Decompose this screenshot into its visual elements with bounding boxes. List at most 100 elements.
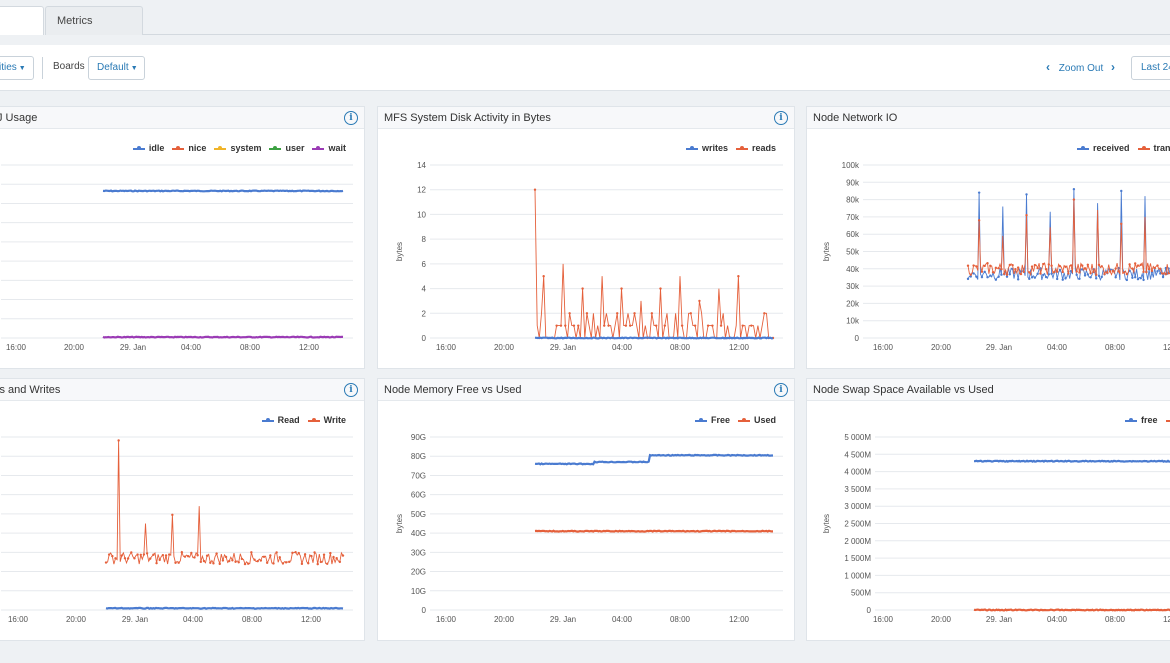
data-point <box>104 561 108 564</box>
legend-label: wait <box>328 143 346 153</box>
legend-item[interactable]: Write <box>307 415 346 425</box>
legend-item[interactable]: received <box>1077 143 1130 153</box>
legend-item[interactable]: free <box>1125 415 1158 425</box>
y-tick-label: 40k <box>846 265 860 274</box>
legend-item[interactable]: idle <box>132 143 164 153</box>
y-tick-label: 10G <box>411 587 426 596</box>
data-point <box>215 552 218 555</box>
info-icon[interactable]: i <box>344 383 358 397</box>
data-point <box>1016 278 1020 281</box>
data-point <box>250 551 253 554</box>
data-point <box>1053 270 1056 274</box>
data-point <box>966 277 970 281</box>
data-point <box>1067 272 1070 275</box>
data-point <box>265 561 269 564</box>
legend-marker-icon <box>1137 146 1150 151</box>
data-point <box>145 552 149 555</box>
data-point <box>1100 265 1103 268</box>
chevron-left-icon[interactable]: ‹ <box>1046 60 1050 74</box>
data-point <box>624 324 628 327</box>
data-point <box>1008 273 1011 276</box>
legend-item[interactable]: system <box>214 143 261 153</box>
data-point <box>313 551 316 554</box>
series-line-writes <box>534 336 774 340</box>
data-point <box>202 559 206 563</box>
info-icon[interactable]: i <box>774 111 788 125</box>
data-point <box>294 550 297 554</box>
data-point <box>158 558 161 562</box>
x-tick-label: 08:00 <box>1105 615 1126 624</box>
data-point <box>107 553 111 556</box>
data-point <box>1086 263 1090 267</box>
x-tick-label: 08:00 <box>240 343 261 352</box>
chevron-right-icon[interactable]: › <box>1111 60 1116 74</box>
y-tick-label: 20G <box>411 568 426 577</box>
info-icon[interactable]: i <box>774 383 788 397</box>
data-point <box>303 553 307 556</box>
data-point <box>1142 270 1145 274</box>
legend-item[interactable]: tran <box>1137 143 1170 153</box>
legend-marker-icon <box>735 146 748 151</box>
data-point <box>616 312 619 315</box>
legend-item[interactable]: user <box>269 143 304 153</box>
y-tick-label: 30G <box>411 548 426 557</box>
panel-title: Node Memory Free vs Used <box>378 379 794 401</box>
legend-marker-icon <box>737 418 750 423</box>
caret-down-icon: ▼ <box>130 65 138 72</box>
x-tick-label: 29. Jan <box>986 615 1012 624</box>
data-point <box>205 554 209 557</box>
data-point <box>1161 275 1165 279</box>
tab-overview[interactable] <box>0 6 44 35</box>
data-point <box>1028 271 1031 274</box>
legend-label: user <box>285 143 305 153</box>
data-point <box>986 262 989 265</box>
tab-metrics[interactable]: Metrics <box>45 6 143 35</box>
panel-swap: Node Swap Space Available vs Used free 0… <box>806 378 1170 641</box>
x-tick-label: 12:00 <box>299 343 320 352</box>
y-tick-label: 0 <box>422 606 427 615</box>
y-tick-label: 50k <box>846 248 860 257</box>
legend-item[interactable]: writes <box>685 143 728 153</box>
data-point <box>977 219 981 222</box>
y-tick-label: 70k <box>846 213 860 222</box>
time-range-dropdown[interactable]: Last 24 <box>1131 56 1170 80</box>
legend-item[interactable]: Read <box>261 415 300 425</box>
data-point <box>326 562 329 565</box>
x-tick-label: 16:00 <box>8 615 29 624</box>
data-point <box>1114 276 1117 279</box>
data-point <box>297 551 300 555</box>
data-point <box>533 188 537 191</box>
y-axis-label: bytes <box>822 514 831 533</box>
chart-disk-activity: 0 2 4 6 8 10 12 14 bytes 16:00 20:00 29. Jan 04:00 08… <box>395 161 783 352</box>
legend-item[interactable]: wait <box>312 143 346 153</box>
data-point <box>989 274 992 277</box>
data-point <box>1131 267 1134 270</box>
data-point <box>689 312 692 315</box>
chart-legend: Free Used <box>687 415 776 425</box>
entities-dropdown[interactable]: ities ▼ <box>0 56 34 80</box>
y-axis-label: bytes <box>395 242 404 261</box>
legend-label: Read <box>277 415 300 425</box>
zoom-out-button[interactable]: Zoom Out <box>1058 63 1104 74</box>
data-point <box>1039 272 1042 275</box>
y-tick-label: 3 500M <box>844 485 871 494</box>
data-point <box>199 560 202 564</box>
y-axis-label: bytes <box>395 514 404 533</box>
data-point <box>1136 264 1140 267</box>
data-point <box>190 551 193 555</box>
data-point <box>680 324 684 327</box>
legend-item[interactable]: Used <box>737 415 776 425</box>
info-icon[interactable]: i <box>344 111 358 125</box>
series-line-Write <box>105 440 344 566</box>
chart-memory: 0 10G 20G 30G 40G 50G 60G 70G 80G 90G bytes 16:00 20… <box>395 433 783 624</box>
legend-item[interactable]: reads <box>735 143 776 153</box>
y-tick-label: 90k <box>846 178 860 187</box>
legend-item[interactable]: nice <box>172 143 206 153</box>
legend-item[interactable]: Free <box>694 415 730 425</box>
data-point <box>719 324 723 327</box>
data-point <box>117 439 120 442</box>
y-tick-label: 50G <box>411 510 426 519</box>
tab-divider <box>142 34 1170 35</box>
boards-dropdown[interactable]: Default ▼ <box>88 56 145 80</box>
data-point <box>253 558 256 561</box>
